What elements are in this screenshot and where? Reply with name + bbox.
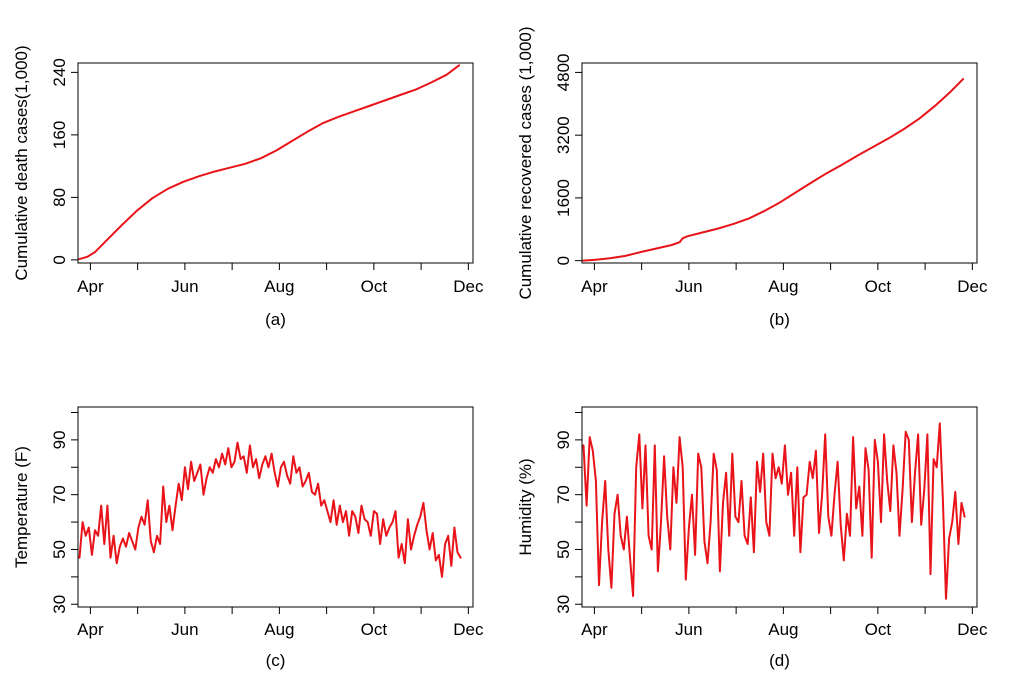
series-line	[582, 78, 965, 262]
x-tick-label: Dec	[957, 620, 988, 639]
x-tick-label: Apr	[77, 277, 104, 296]
plot-frame	[581, 406, 978, 608]
panel-caption: (a)	[265, 310, 286, 329]
y-tick-label: 90	[50, 430, 69, 449]
x-tick-label: Aug	[768, 277, 798, 296]
y-axis-label: Cumulative recovered cases (1,000)	[516, 26, 535, 299]
y-tick-label: 30	[554, 595, 573, 614]
y-tick-label: 160	[50, 121, 69, 149]
y-tick-label: 80	[50, 188, 69, 207]
panel-a: Apr Jun Aug Oct Dec 0 80 160 240 Cumulative death…	[12, 45, 484, 329]
y-tick-label: 0	[50, 255, 69, 264]
x-tick-label: Dec	[957, 277, 988, 296]
panel-caption: (b)	[769, 310, 790, 329]
x-tick-label: Jun	[171, 620, 198, 639]
y-tick-label: 70	[50, 485, 69, 504]
x-tick-label: Oct	[361, 620, 388, 639]
series-line	[78, 64, 461, 261]
series-line	[582, 422, 966, 600]
panel-caption: (c)	[266, 651, 286, 670]
panel-b: Apr Jun Aug Oct Dec 0 1600 3200 4800 Cumulative r…	[516, 26, 988, 329]
y-tick-label: 90	[554, 430, 573, 449]
x-tick-label: Apr	[77, 620, 104, 639]
plot-frame	[581, 62, 978, 264]
y-tick-label: 4800	[554, 53, 573, 91]
x-tick-label: Aug	[264, 620, 294, 639]
y-axis-label: Cumulative death cases(1,000)	[12, 45, 31, 280]
x-tick-label: Oct	[865, 620, 892, 639]
panel-d: Apr Jun Aug Oct Dec 30 50 70 90 Humidity (%) (d)	[516, 406, 988, 670]
panel-caption: (d)	[769, 651, 790, 670]
series-line	[78, 441, 462, 578]
y-tick-label: 1600	[554, 179, 573, 217]
x-tick-label: Dec	[453, 277, 484, 296]
x-tick-label: Apr	[581, 620, 608, 639]
y-tick-label: 50	[554, 540, 573, 559]
y-tick-label: 240	[50, 58, 69, 86]
y-axis-label: Humidity (%)	[516, 458, 535, 555]
y-axis-label: Temperature (F)	[12, 446, 31, 568]
x-tick-label: Aug	[264, 277, 294, 296]
plot-frame	[77, 62, 474, 264]
y-tick-label: 30	[50, 595, 69, 614]
x-tick-label: Jun	[171, 277, 198, 296]
y-tick-label: 3200	[554, 116, 573, 154]
x-tick-label: Oct	[361, 277, 388, 296]
panel-c: Apr Jun Aug Oct Dec 30 50 70 90 Temperature (F) (c…	[12, 406, 484, 670]
x-tick-label: Oct	[865, 277, 892, 296]
y-tick-label: 70	[554, 485, 573, 504]
y-tick-label: 50	[50, 540, 69, 559]
x-tick-label: Dec	[453, 620, 484, 639]
plot-frame	[77, 406, 474, 608]
x-tick-label: Aug	[768, 620, 798, 639]
x-tick-label: Apr	[581, 277, 608, 296]
y-tick-label: 0	[554, 256, 573, 265]
x-tick-label: Jun	[675, 277, 702, 296]
x-tick-label: Jun	[675, 620, 702, 639]
